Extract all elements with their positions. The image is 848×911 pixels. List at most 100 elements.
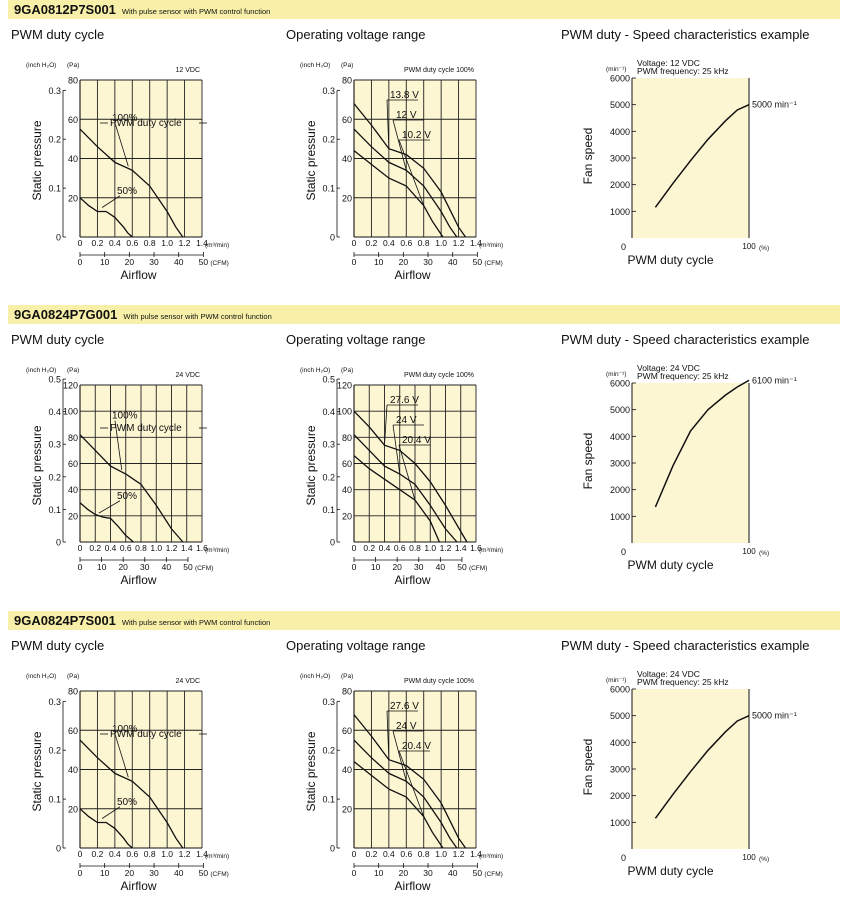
y-axis-title: Static pressure bbox=[304, 731, 318, 811]
curve-leader bbox=[98, 500, 121, 514]
curve-24-V bbox=[353, 434, 458, 543]
cfm-tick-label: 0 bbox=[78, 868, 83, 878]
cfm-tick-label: 10 bbox=[374, 257, 384, 267]
unit-min-label: (min⁻¹) bbox=[606, 677, 626, 684]
inch-tick-label: 0.2 bbox=[322, 135, 335, 145]
voltage-label: PWM duty cycle 100% bbox=[404, 372, 474, 379]
model-description: With pulse sensor with PWM control funct… bbox=[121, 7, 271, 16]
unit-cfm-label: (CFM) bbox=[469, 565, 487, 572]
unit-pa-label: (Pa) bbox=[341, 673, 353, 680]
x-tick-label: 100 bbox=[742, 853, 756, 862]
m3-tick-label: 1.0 bbox=[435, 238, 447, 248]
pa-tick-label: 20 bbox=[342, 804, 352, 814]
cfm-tick-label: 0 bbox=[352, 562, 357, 572]
inch-tick-label: 0.2 bbox=[48, 472, 61, 482]
m3-tick-label: 0.2 bbox=[89, 543, 101, 553]
pa-tick-label: 80 bbox=[342, 687, 352, 697]
inch-tick-label: 0.3 bbox=[48, 697, 61, 707]
cfm-tick-label: 40 bbox=[436, 562, 446, 572]
inch-tick-label: 0.1 bbox=[48, 184, 61, 194]
m3-tick-label: 1.4 bbox=[181, 543, 193, 553]
unit-min-label: (min⁻¹) bbox=[606, 371, 626, 378]
cfm-tick-label: 50 bbox=[457, 562, 467, 572]
cfm-tick-label: 0 bbox=[352, 868, 357, 878]
unit-cfm-label: (CFM) bbox=[484, 871, 502, 878]
curve-50- bbox=[79, 197, 133, 238]
curve-27-6-V bbox=[353, 410, 468, 543]
curve-24-V bbox=[353, 739, 458, 849]
cfm-tick-label: 30 bbox=[149, 257, 159, 267]
end-speed-label: 5000 min⁻¹ bbox=[752, 100, 797, 110]
m3-tick-label: 0.6 bbox=[400, 849, 412, 859]
pwm-frequency-label: PWM frequency: 25 kHz bbox=[637, 66, 729, 76]
cfm-tick-label: 30 bbox=[414, 562, 424, 572]
y-tick-label: 1000 bbox=[610, 512, 630, 522]
y-axis-title: Static pressure bbox=[30, 120, 44, 200]
m3-tick-label: 0 bbox=[352, 849, 357, 859]
x-tick-label: 100 bbox=[742, 547, 756, 556]
x-axis-title: Airflow bbox=[121, 573, 157, 587]
m3-tick-label: 1.0 bbox=[161, 849, 173, 859]
cfm-tick-label: 10 bbox=[97, 562, 107, 572]
unit-inch-label: (inch H₂O) bbox=[300, 62, 330, 69]
inch-tick-label: 0.2 bbox=[48, 135, 61, 145]
chart-title-voltage: Operating voltage range bbox=[286, 27, 426, 42]
inch-tick-label: 0 bbox=[330, 233, 335, 243]
cfm-tick-label: 20 bbox=[392, 562, 402, 572]
m3-tick-label: 0 bbox=[78, 849, 83, 859]
speed-curve bbox=[654, 379, 750, 508]
cfm-tick-label: 20 bbox=[125, 868, 135, 878]
x-axis-title: Airflow bbox=[395, 879, 431, 893]
y-axis-title: Static pressure bbox=[30, 425, 44, 505]
inch-tick-label: 0.1 bbox=[322, 795, 335, 805]
plot-area bbox=[632, 689, 749, 849]
voltage-label: 24 VDC bbox=[175, 678, 200, 685]
m3-tick-label: 1.0 bbox=[161, 238, 173, 248]
unit-m3-label: (m³/min) bbox=[205, 853, 229, 860]
m3-tick-label: 0 bbox=[78, 238, 83, 248]
inch-tick-label: 0 bbox=[56, 233, 61, 243]
inch-tick-label: 0.3 bbox=[48, 440, 61, 450]
unit-cfm-label: (CFM) bbox=[210, 871, 228, 878]
curve-leader bbox=[392, 424, 401, 475]
pa-tick-label: 40 bbox=[68, 485, 78, 495]
chart-speed: 1000 2000 3000 4000 5000 6000 0 100 (%) Voltage: … bbox=[581, 363, 797, 572]
curve-13-8-V bbox=[353, 103, 467, 238]
curve-label: 24 V bbox=[396, 415, 417, 426]
m3-tick-label: 1.6 bbox=[196, 543, 208, 553]
model-number: 9GA0824P7G001 With pulse sensor with PWM … bbox=[14, 307, 272, 322]
chart-speed: 1000 2000 3000 4000 5000 6000 0 100 (%) Voltage: … bbox=[581, 58, 797, 267]
cfm-tick-label: 30 bbox=[149, 868, 159, 878]
m3-tick-label: 0.8 bbox=[144, 238, 156, 248]
m3-tick-label: 0.2 bbox=[366, 238, 378, 248]
m3-tick-label: 0.8 bbox=[135, 543, 147, 553]
curve-20-4-V bbox=[353, 761, 444, 849]
unit-pa-label: (Pa) bbox=[67, 673, 79, 680]
cfm-tick-label: 30 bbox=[423, 868, 433, 878]
voltage-label: 24 VDC bbox=[175, 372, 200, 379]
inch-tick-label: 0.4 bbox=[48, 407, 61, 417]
y-tick-label: 2000 bbox=[610, 791, 630, 801]
product-section: 9GA0824P7S001 With pulse sensor with PWM … bbox=[0, 611, 848, 911]
inch-tick-label: 0 bbox=[56, 538, 61, 548]
curve-10-2-V bbox=[353, 150, 444, 238]
inch-tick-label: 0 bbox=[56, 844, 61, 854]
pwm-frequency-label: PWM frequency: 25 kHz bbox=[637, 677, 729, 687]
chart-title-voltage: Operating voltage range bbox=[286, 638, 426, 653]
pa-tick-label: 60 bbox=[68, 115, 78, 125]
pa-tick-label: 80 bbox=[342, 76, 352, 86]
voltage-label: Voltage: 24 VDC bbox=[637, 363, 700, 373]
y-tick-label: 6000 bbox=[610, 685, 630, 695]
y-axis-title: Static pressure bbox=[304, 120, 318, 200]
cfm-tick-label: 50 bbox=[473, 868, 483, 878]
m3-tick-label: 1.2 bbox=[453, 238, 465, 248]
curve-leader bbox=[398, 139, 425, 206]
chart-pwm-duty-pq: 0.3 0.2 0.1 0 80 60 40 20 (inch H₂O) (Pa) 24 VDC St… bbox=[26, 673, 229, 893]
m3-tick-label: 0.6 bbox=[126, 849, 138, 859]
unit-m3-label: (m³/min) bbox=[479, 853, 503, 860]
pa-tick-label: 80 bbox=[342, 433, 352, 443]
unit-min-label: (min⁻¹) bbox=[606, 66, 626, 73]
m3-tick-label: 0 bbox=[78, 543, 83, 553]
